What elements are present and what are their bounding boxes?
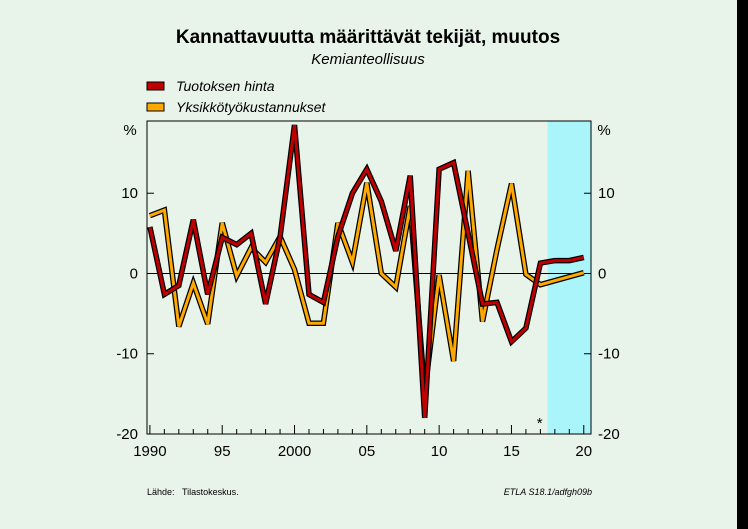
y-tick-label-right: -20 [598, 426, 620, 443]
legend-swatch-yksikkotyokustannukset [146, 102, 165, 112]
x-tick-label: 05 [358, 443, 375, 460]
x-tick-label: 2000 [278, 443, 311, 460]
legend-label-tuotoksen-hinta: Tuotoksen hinta [176, 78, 275, 94]
credit-note: ETLA S18.1/adfgh09b [504, 487, 592, 497]
chart-title: Kannattavuutta määrittävät tekijät, muut… [176, 27, 560, 48]
x-axis: 1990 95 2000 05 10 15 20 [133, 425, 592, 460]
legend-swatch-tuotoksen-hinta [146, 81, 165, 91]
y-axis: -20 -20 -10 -10 0 0 10 10 [116, 185, 619, 443]
y-tick-label-right: -10 [598, 346, 620, 363]
series-layer [147, 124, 585, 419]
y-unit-right: % [597, 122, 610, 139]
y-tick-label-left: -10 [116, 346, 138, 363]
x-tick-label: 15 [503, 443, 520, 460]
legend: Tuotoksen hinta Yksikkötyökustannukset [146, 78, 327, 115]
y-tick-label-left: 10 [121, 185, 138, 202]
y-tick-label-right: 0 [598, 265, 606, 282]
chart-subtitle: Kemianteollisuus [311, 51, 425, 68]
legend-label-yksikkotyokustannukset: Yksikkötyökustannukset [176, 99, 327, 115]
x-tick-label: 10 [431, 443, 448, 460]
y-tick-label-right: 10 [598, 185, 615, 202]
series-line-tuotoksen-hinta [148, 124, 585, 418]
y-tick-label-left: -20 [116, 426, 138, 443]
x-tick-label: 1990 [133, 443, 166, 460]
series-line-yksikk-ty-kustannukset [149, 170, 585, 393]
y-unit-left: % [123, 122, 136, 139]
x-tick-label: 20 [575, 443, 592, 460]
y-tick-label-left: 0 [130, 265, 138, 282]
source-label: Lähde: [147, 487, 175, 497]
forecast-marker: * [537, 415, 543, 432]
plot-frame [146, 120, 592, 435]
x-tick-label: 95 [214, 443, 231, 460]
source-value: Tilastokeskus. [182, 487, 239, 497]
